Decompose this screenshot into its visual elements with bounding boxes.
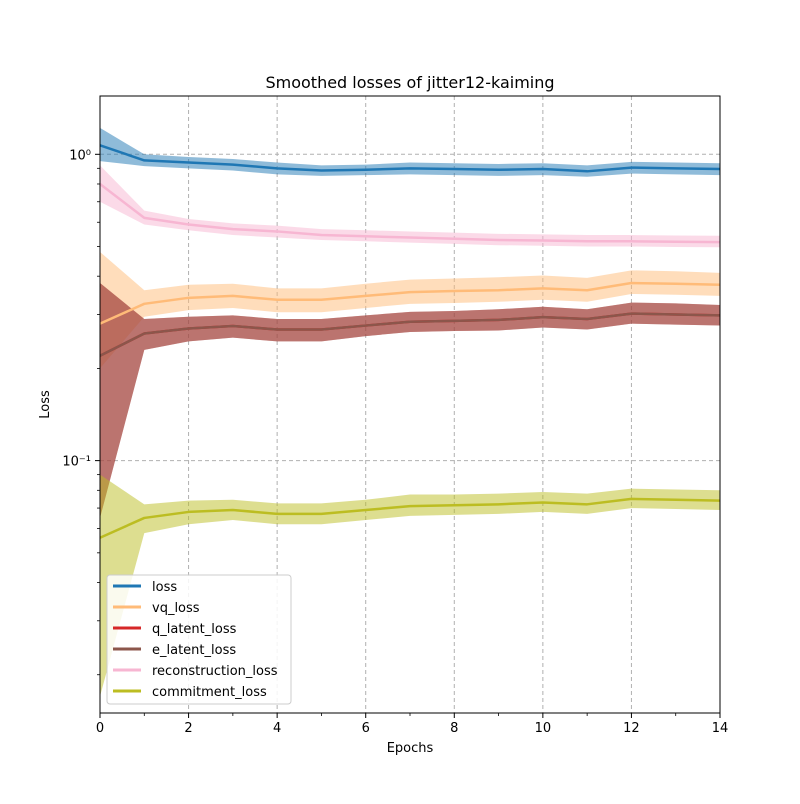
chart-title: Smoothed losses of jitter12-kaiming [265,73,554,92]
x-tick-label: 8 [450,721,458,736]
axis-ticks: 0 2 4 6 8 10 12 14 10⁻¹ 10⁰ [62,148,728,736]
x-tick-label: 4 [273,721,281,736]
legend-label-q_latent_loss: q_latent_loss [152,622,237,637]
commitment_loss-line [99,497,721,539]
x-tick-label: 10 [535,721,552,736]
confidence-bands [100,127,720,697]
legend-label-commitment_loss: commitment_loss [152,685,267,700]
reconstruction_loss-line [99,182,721,244]
loss-line [99,144,721,173]
legend-label-reconstruction_loss: reconstruction_loss [152,664,278,679]
y-tick-label: 10⁰ [69,148,91,163]
x-tick-label: 6 [362,721,370,736]
x-axis-label: Epochs [387,741,434,756]
reconstruction_loss-band [100,165,720,248]
legend-label-e_latent_loss: e_latent_loss [152,643,236,658]
plot-area [99,96,721,713]
commitment_loss-band [100,474,720,697]
x-tick-label: 2 [184,721,192,736]
legend-box [106,574,292,705]
legend: loss vq_loss q_latent_loss e_latent_lossrec… [106,574,292,705]
legend-label-vq_loss: vq_loss [152,601,200,616]
vq_loss-band [100,251,720,369]
y-tick-label: 10⁻¹ [62,455,91,470]
loss-band [100,127,720,177]
e_latent_loss-band [100,283,720,518]
e_latent_loss-line [99,312,721,357]
legend-label-loss: loss [152,580,177,595]
y-axis-label: Loss [38,390,53,419]
x-tick-label: 0 [96,721,104,736]
series-lines [99,144,721,539]
x-tick-label: 14 [712,721,729,736]
vq_loss-line [99,281,721,325]
x-tick-label: 12 [623,721,640,736]
